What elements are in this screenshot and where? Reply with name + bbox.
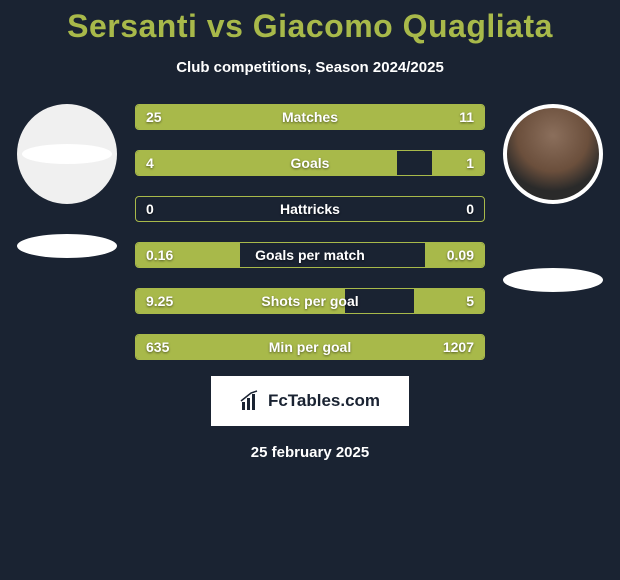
stat-value-left: 0 [146,201,154,217]
player-right-column [493,104,613,292]
subtitle: Club competitions, Season 2024/2025 [176,59,444,76]
stat-value-right: 11 [459,109,474,125]
stat-value-right: 0 [466,201,474,217]
stat-label: Min per goal [269,339,351,355]
stat-row: Shots per goal 9.25 5 [135,288,485,314]
logo-text: FcTables.com [268,391,380,411]
comparison-area: Matches 25 11 Goals 4 1 Hattricks 0 0 Goals per m… [0,104,620,360]
stat-value-left: 4 [146,155,154,171]
player-left-avatar [17,104,117,204]
player-left-column [7,104,127,258]
stat-row: Hattricks 0 0 [135,196,485,222]
stat-bars: Matches 25 11 Goals 4 1 Hattricks 0 0 Goals per m… [135,104,485,360]
stat-row: Matches 25 11 [135,104,485,130]
stat-value-left: 25 [146,109,162,125]
page-title: Sersanti vs Giacomo Quagliata [67,8,553,45]
stat-bar-left [136,151,397,175]
stat-label: Goals [291,155,330,171]
stat-value-left: 635 [146,339,169,355]
stat-value-left: 9.25 [146,293,173,309]
player-right-team-badge [503,268,603,292]
stat-label: Matches [282,109,338,125]
avatar-placeholder-icon [22,144,112,164]
stat-bar-right [432,151,484,175]
stat-value-left: 0.16 [146,247,173,263]
fctables-logo[interactable]: FcTables.com [211,376,409,426]
stat-value-right: 1 [466,155,474,171]
date-label: 25 february 2025 [251,444,369,461]
stat-label: Hattricks [280,201,340,217]
chart-icon [240,390,262,412]
stat-value-right: 0.09 [447,247,474,263]
stat-value-right: 5 [466,293,474,309]
stat-value-right: 1207 [443,339,474,355]
stat-label: Goals per match [255,247,365,263]
stat-label: Shots per goal [261,293,358,309]
player-left-team-badge [17,234,117,258]
player-right-avatar [503,104,603,204]
stat-bar-left [136,105,378,129]
stat-row: Goals per match 0.16 0.09 [135,242,485,268]
stat-row: Min per goal 635 1207 [135,334,485,360]
stat-row: Goals 4 1 [135,150,485,176]
